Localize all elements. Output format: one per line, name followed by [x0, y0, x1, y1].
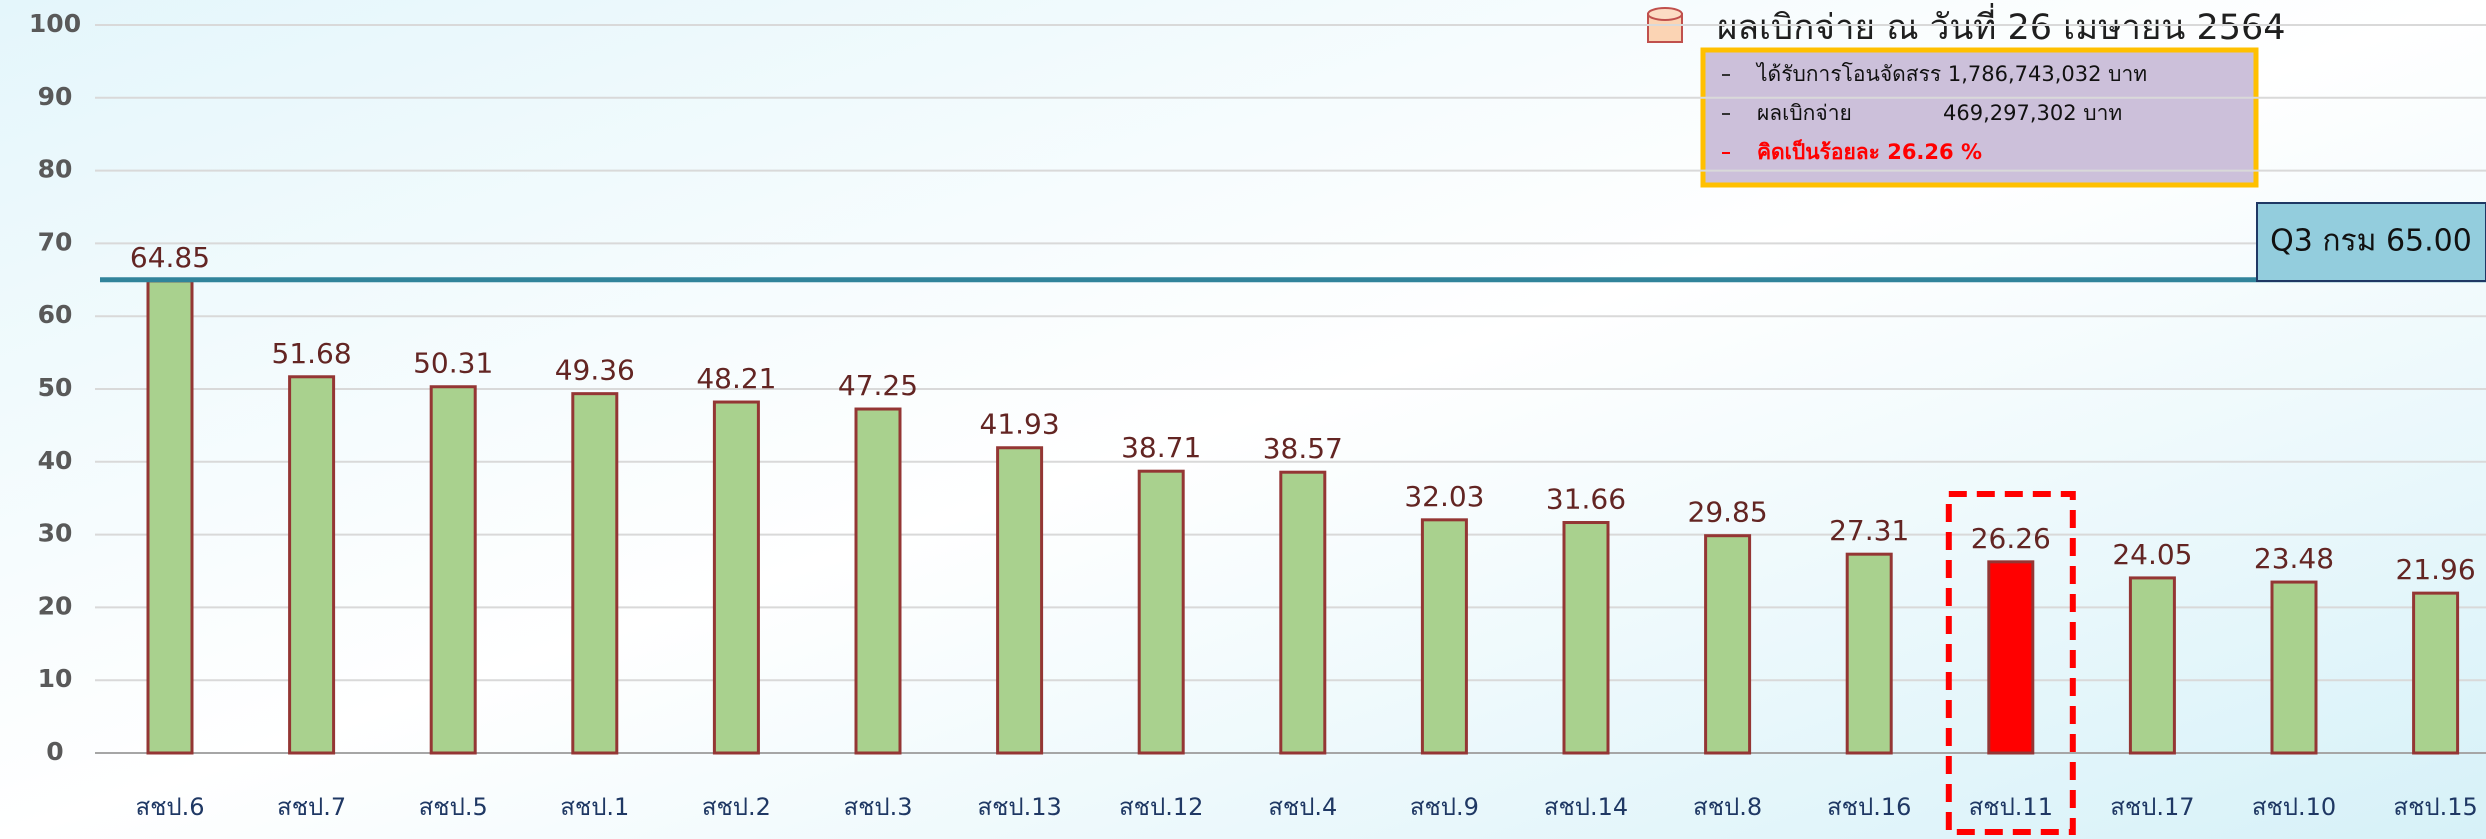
x-tick-label: สชป.12 [1119, 793, 1203, 821]
bar [2128, 576, 2176, 755]
value-label: 27.31 [1829, 514, 1909, 547]
x-tick-label: สชป.3 [843, 793, 912, 821]
value-label: 41.93 [980, 408, 1060, 441]
info-line: คิดเป็นร้อยละ 26.26 % [1757, 138, 1982, 164]
bar [146, 279, 194, 755]
x-tick-label: สชป.1 [560, 793, 629, 821]
x-tick-label: สชป.8 [1693, 793, 1762, 821]
x-tick-label: สชป.14 [1544, 793, 1628, 821]
x-tick-label: สชป.10 [2252, 793, 2336, 821]
x-tick-label: สชป.6 [135, 793, 204, 821]
y-tick-label: 100 [29, 9, 81, 38]
bar [1279, 470, 1327, 755]
value-label: 50.31 [413, 347, 493, 380]
y-tick-label: 30 [38, 519, 73, 548]
y-tick-label: 40 [38, 446, 73, 475]
value-label: 49.36 [555, 354, 635, 387]
y-tick-label: 10 [38, 664, 73, 693]
value-label: 48.21 [696, 362, 776, 395]
x-tick-label: สชป.15 [2393, 793, 2477, 821]
bar [2270, 580, 2318, 755]
bar [712, 400, 760, 755]
x-tick-label: สชป.4 [1268, 793, 1337, 821]
bar [1845, 552, 1893, 755]
info-line: ผลเบิกจ่าย [1757, 101, 1852, 125]
bar [2412, 591, 2460, 755]
bar [1420, 518, 1468, 755]
value-label: 26.26 [1971, 522, 2051, 555]
reference-label: Q3 กรม 65.00 [2270, 224, 2472, 259]
value-label: 31.66 [1546, 483, 1626, 516]
legend-icon-top [1647, 7, 1683, 21]
y-tick-label: 50 [38, 373, 73, 402]
bar [429, 385, 477, 755]
x-tick-label: สชป.9 [1410, 793, 1479, 821]
reference-label-box [2256, 202, 2486, 282]
value-label: 21.96 [2396, 553, 2476, 586]
bar [288, 375, 336, 755]
x-tick-label: สชป.11 [1969, 793, 2053, 821]
x-tick-label: สชป.16 [1827, 793, 1911, 821]
info-box-frame [1700, 47, 2259, 188]
info-line: ได้รับการโอนจัดสรร 1,786,743,032 บาท [1755, 62, 2147, 86]
y-tick-label: 70 [38, 227, 73, 256]
highlight-box [1945, 491, 2076, 835]
y-tick-label: 20 [38, 591, 73, 620]
bar [571, 392, 619, 755]
x-tick-label: สชป.7 [277, 793, 346, 821]
value-label: 38.57 [1263, 432, 1343, 465]
y-tick-label: 80 [38, 155, 73, 184]
bar [1704, 534, 1752, 755]
value-label: 47.25 [838, 369, 918, 402]
value-label: 32.03 [1404, 480, 1484, 513]
value-label: 23.48 [2254, 542, 2334, 575]
y-tick-label: 90 [38, 82, 73, 111]
bar [854, 407, 902, 755]
value-label: 24.05 [2112, 538, 2192, 571]
bar [996, 446, 1044, 755]
y-tick-label: 0 [46, 737, 63, 766]
x-tick-label: สชป.2 [702, 793, 771, 821]
value-label: 51.68 [272, 337, 352, 370]
info-box: ได้รับการโอนจัดสรร 1,786,743,032 บาท ผลเ… [1700, 47, 2259, 188]
bar [1137, 469, 1185, 755]
x-tick-label: สชป.5 [419, 793, 488, 821]
y-tick-label: 60 [38, 300, 73, 329]
value-label: 38.71 [1121, 431, 1201, 464]
x-tick-label: สชป.17 [2110, 793, 2194, 821]
info-amount: 469,297,302 บาท [1943, 101, 2122, 125]
value-label: 29.85 [1688, 496, 1768, 529]
value-label: 64.85 [130, 241, 210, 274]
bar [1562, 521, 1610, 755]
x-tick-label: สชป.13 [977, 793, 1061, 821]
bar [1987, 560, 2035, 755]
